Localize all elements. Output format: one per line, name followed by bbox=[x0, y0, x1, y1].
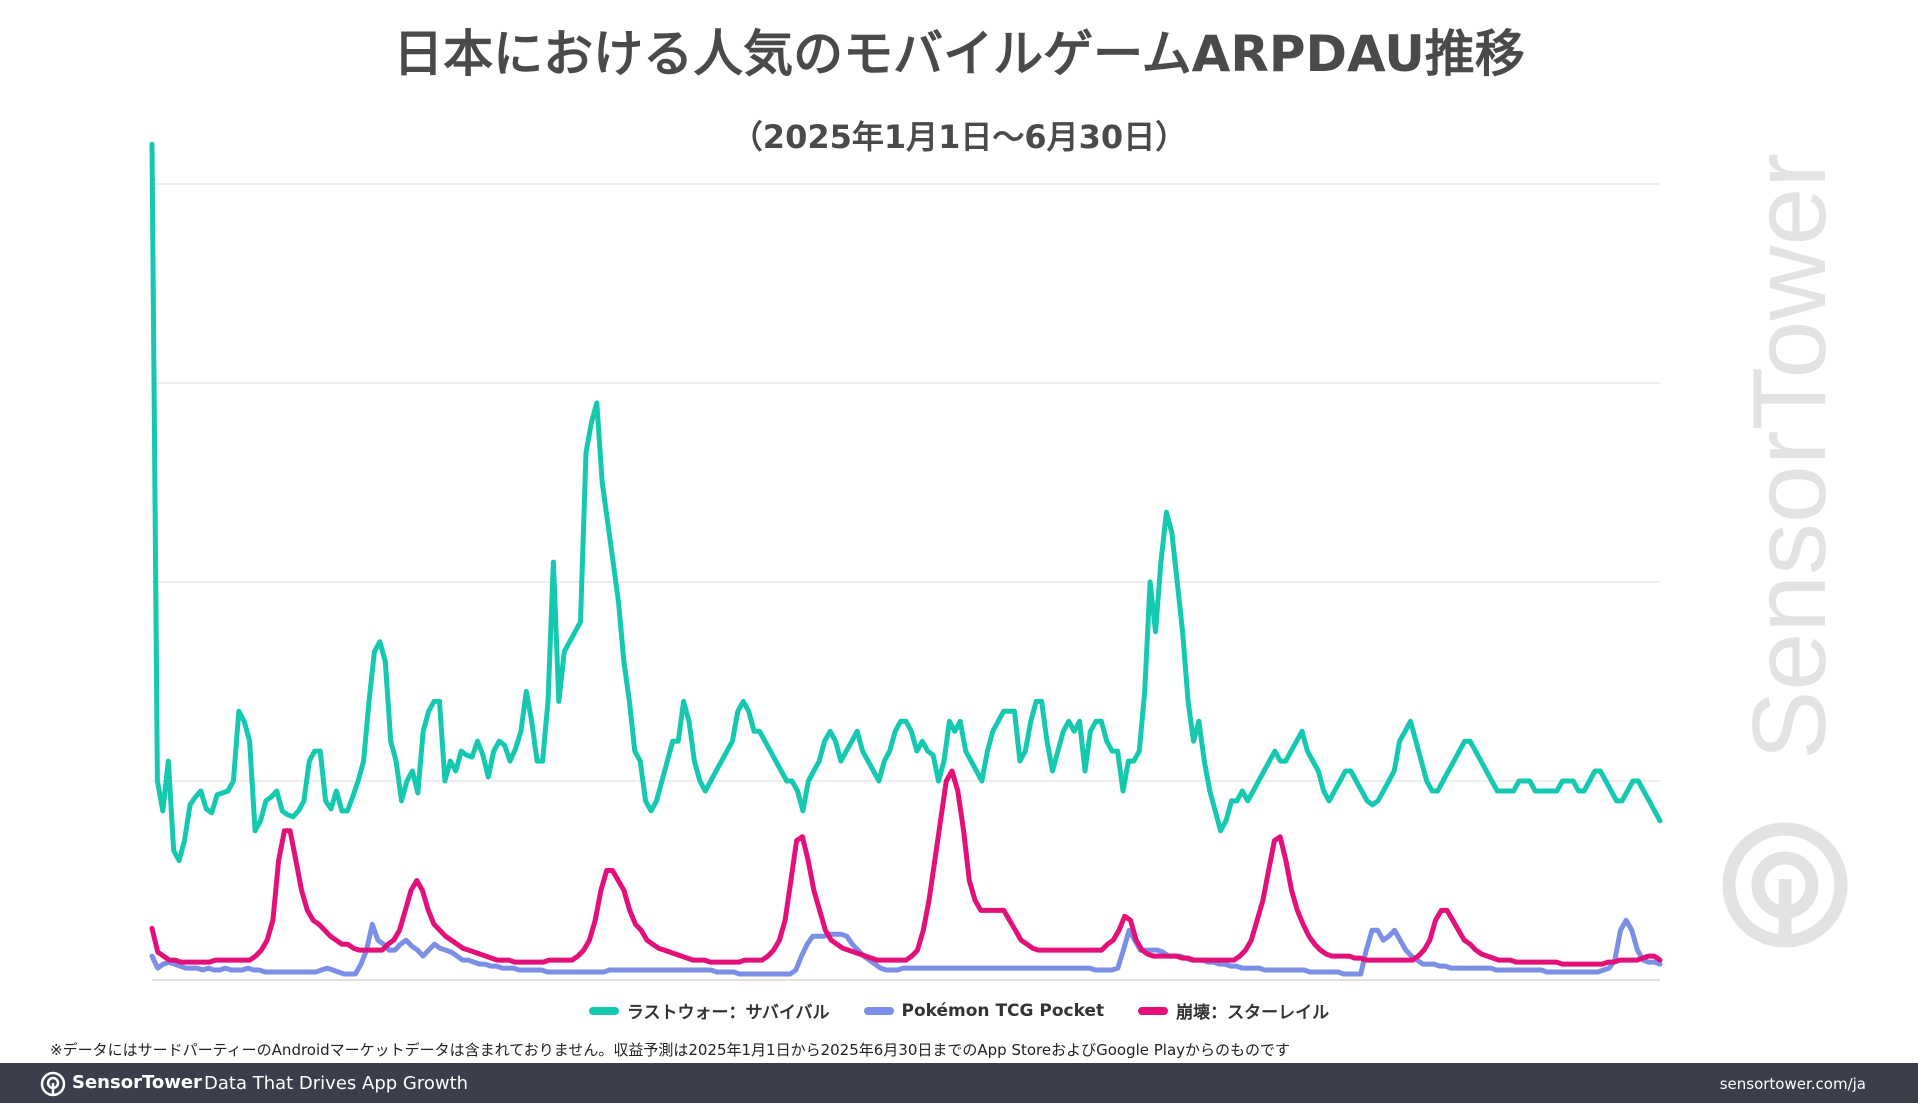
footer-tagline: Data That Drives App Growth bbox=[204, 1073, 469, 1094]
series-line-1 bbox=[149, 917, 1663, 977]
chart-title: 日本における人気のモバイルゲームARPDAU推移 bbox=[393, 25, 1525, 83]
chart-subtitle: （2025年1月1日〜6月30日） bbox=[730, 118, 1188, 156]
series-line-0 bbox=[149, 141, 1663, 864]
legend-swatch-star-rail bbox=[1138, 1006, 1169, 1015]
line-chart bbox=[149, 141, 1663, 981]
legend-swatch-last-war bbox=[588, 1006, 619, 1015]
legend-label-last-war: ラストウォー：サバイバル bbox=[626, 1003, 830, 1023]
sensortower-watermark: SensorTower bbox=[1722, 153, 1848, 948]
footer-brand: SensorTower bbox=[72, 1072, 202, 1093]
watermark-text: SensorTower bbox=[1732, 153, 1848, 760]
legend-item-last-war: ラストウォー：サバイバル bbox=[588, 998, 830, 1023]
legend-label-star-rail: 崩壊：スターレイル bbox=[1176, 1003, 1330, 1023]
legend-item-pokemon-tcg-pocket: Pokémon TCG Pocket bbox=[863, 998, 1105, 1023]
legend-item-star-rail: 崩壊：スターレイル bbox=[1138, 998, 1329, 1023]
sensortower-logo-icon bbox=[40, 1071, 66, 1097]
watermark-logo-icon bbox=[1722, 822, 1848, 948]
legend-label-pokemon-tcg-pocket: Pokémon TCG Pocket bbox=[901, 1000, 1105, 1021]
footer-bar: SensorTower Data That Drives App Growth … bbox=[0, 1063, 1918, 1103]
legend-swatch-pokemon-tcg-pocket bbox=[863, 1006, 894, 1015]
legend: ラストウォー：サバイバル Pokémon TCG Pocket 崩壊：スターレイ… bbox=[0, 998, 1918, 1023]
series-lines bbox=[149, 141, 1663, 977]
series-line-2 bbox=[149, 768, 1663, 967]
footnote: ※データにはサードパーティーのAndroidマーケットデータは含まれておりません… bbox=[50, 1041, 1291, 1059]
footer-url[interactable]: sensortower.com/ja bbox=[1719, 1075, 1866, 1093]
gridlines bbox=[152, 183, 1660, 981]
